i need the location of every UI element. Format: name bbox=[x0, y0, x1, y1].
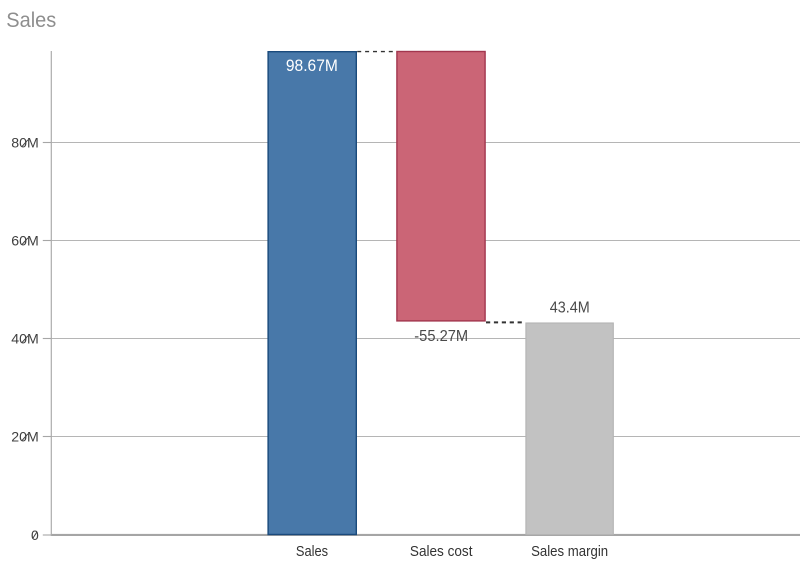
svg-text:Sales cost: Sales cost bbox=[410, 544, 473, 560]
svg-text:43.4M: 43.4M bbox=[550, 299, 590, 316]
svg-text:Sales margin: Sales margin bbox=[531, 544, 608, 560]
svg-text:-55.27M: -55.27M bbox=[414, 328, 468, 345]
svg-text:Sales: Sales bbox=[6, 8, 56, 32]
svg-text:Sales: Sales bbox=[296, 544, 328, 560]
svg-text:98.67M: 98.67M bbox=[286, 57, 338, 75]
